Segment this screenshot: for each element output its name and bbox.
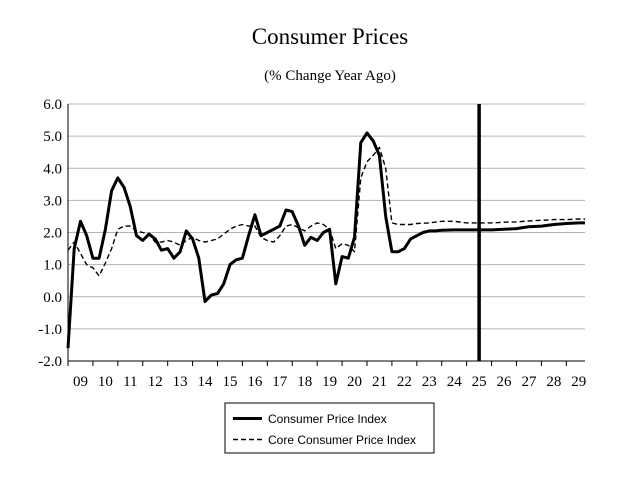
legend: Consumer Price Index Core Consumer Price… bbox=[224, 402, 435, 454]
x-tick-label: 25 bbox=[472, 374, 487, 390]
y-tick-label: 3.0 bbox=[43, 193, 62, 209]
x-tick-label: 21 bbox=[372, 374, 387, 390]
x-tick-label: 09 bbox=[73, 374, 88, 390]
series-line-core-cpi bbox=[67, 146, 585, 277]
axes bbox=[67, 104, 585, 366]
y-tick-label: 1.0 bbox=[43, 258, 62, 274]
legend-box bbox=[224, 402, 435, 454]
x-tick-label: 24 bbox=[447, 374, 463, 390]
x-tick-label: 18 bbox=[297, 374, 312, 390]
x-tick-label: 26 bbox=[497, 374, 513, 390]
x-tick-label: 16 bbox=[247, 374, 263, 390]
chart-subtitle: (% Change Year Ago) bbox=[264, 68, 396, 84]
y-tick-label: 2.0 bbox=[43, 226, 62, 242]
y-tick-label: 6.0 bbox=[43, 97, 62, 113]
legend-label-cpi: Consumer Price Index bbox=[268, 412, 387, 426]
x-tick-label: 10 bbox=[98, 374, 113, 390]
x-tick-label: 23 bbox=[422, 374, 437, 390]
y-tick-label: -1.0 bbox=[38, 322, 62, 338]
x-tick-label: 27 bbox=[521, 374, 537, 390]
series-lines bbox=[66, 131, 585, 349]
x-tick-label: 20 bbox=[347, 374, 362, 390]
chart-title: Consumer Prices bbox=[252, 24, 409, 49]
x-tick-label: 19 bbox=[322, 374, 337, 390]
x-tick-labels: 09 10 11 12 13 14 15 16 17 18 19 20 21 22 23 24 25 26 27 28… bbox=[73, 374, 586, 390]
y-tick-label: 5.0 bbox=[43, 129, 62, 145]
legend-label-core-cpi: Core Consumer Price Index bbox=[268, 433, 416, 447]
x-tick-label: 12 bbox=[148, 374, 163, 390]
x-tick-label: 28 bbox=[546, 374, 561, 390]
x-tick-label: 13 bbox=[173, 374, 188, 390]
x-tick-label: 17 bbox=[272, 374, 288, 390]
x-tick-label: 11 bbox=[123, 374, 137, 390]
x-tick-label: 22 bbox=[397, 374, 412, 390]
x-tick-label: 15 bbox=[222, 374, 237, 390]
series-line-cpi bbox=[66, 131, 585, 349]
y-tick-label: -2.0 bbox=[38, 354, 62, 370]
y-tick-label: 0.0 bbox=[43, 290, 62, 306]
x-tick-label: 29 bbox=[571, 374, 586, 390]
x-tick-label: 14 bbox=[198, 374, 214, 390]
y-tick-labels: 6.0 5.0 4.0 3.0 2.0 1.0 0.0 -1.0 -2.0 bbox=[38, 97, 62, 370]
y-tick-label: 4.0 bbox=[43, 161, 62, 177]
